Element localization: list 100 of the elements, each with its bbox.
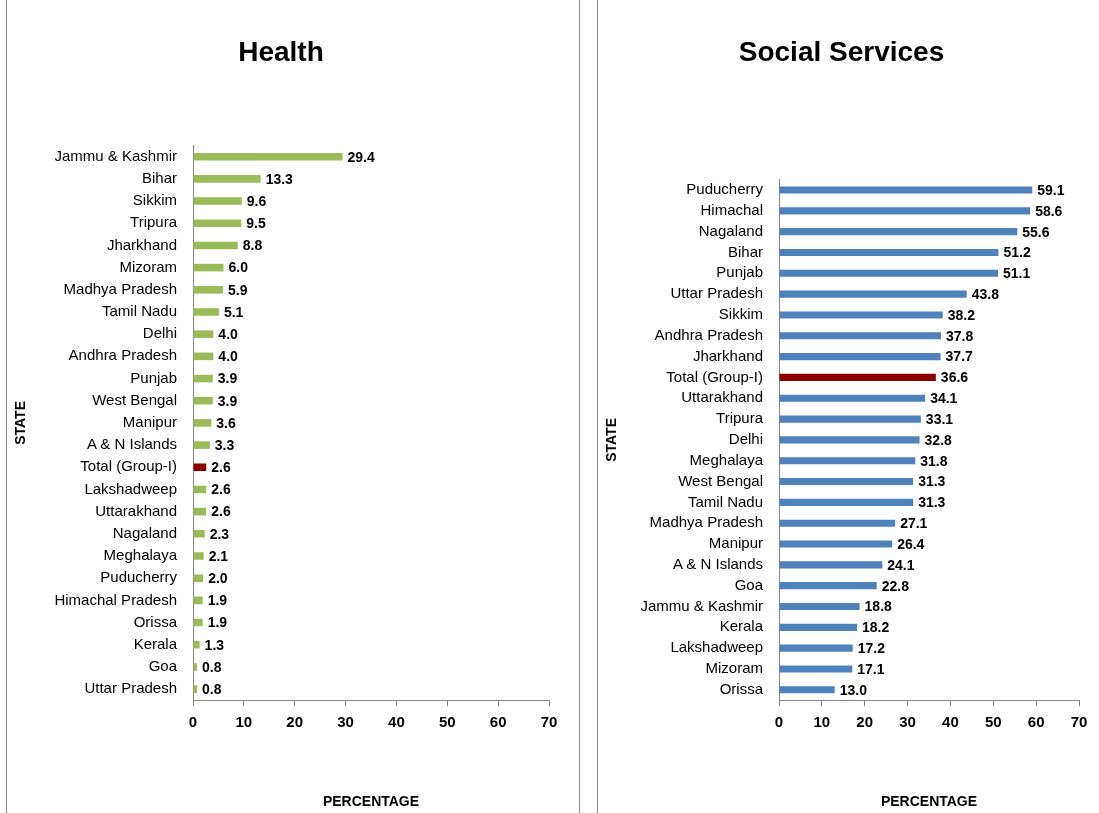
bar bbox=[193, 574, 204, 582]
x-tick-label: 10 bbox=[235, 713, 253, 731]
bar bbox=[779, 332, 941, 340]
y-tick-label: Bihar bbox=[727, 242, 763, 260]
data-label: 2.6 bbox=[211, 481, 231, 498]
bar bbox=[193, 596, 203, 605]
bar bbox=[779, 519, 896, 527]
bar bbox=[779, 561, 883, 569]
y-tick-label: Jharkhand bbox=[106, 235, 177, 253]
y-tick-label: Tripura bbox=[130, 213, 178, 231]
y-tick-label: Punjab bbox=[130, 368, 177, 386]
y-tick-label: Manipur bbox=[708, 534, 763, 552]
bar bbox=[193, 219, 242, 228]
y-tick-label: Uttarakhand bbox=[681, 388, 763, 406]
bar bbox=[779, 436, 920, 444]
y-tick-label: Nagaland bbox=[112, 523, 177, 541]
y-tick-label: Lakshadweep bbox=[84, 479, 177, 497]
bar bbox=[193, 308, 219, 316]
bar bbox=[779, 457, 916, 465]
data-label: 5.9 bbox=[228, 281, 248, 298]
y-axis-title: STATE bbox=[603, 417, 620, 462]
y-tick-label: Jammu & Kashmir bbox=[640, 596, 763, 614]
x-tick-label: 50 bbox=[984, 713, 1002, 731]
x-tick-label: 40 bbox=[388, 713, 405, 731]
y-tick-label: Delhi bbox=[728, 430, 763, 448]
y-tick-label: Lakshadweep bbox=[670, 638, 763, 656]
data-label: 9.5 bbox=[246, 215, 266, 232]
data-label: 43.8 bbox=[971, 285, 1000, 302]
bar bbox=[193, 197, 242, 205]
x-tick-label: 50 bbox=[438, 713, 456, 731]
x-tick-label: 0 bbox=[774, 713, 784, 731]
bar bbox=[779, 394, 926, 402]
x-tick-label: 60 bbox=[489, 713, 507, 731]
data-label: 34.1 bbox=[930, 390, 958, 407]
y-tick-label: Himachal Pradesh bbox=[54, 590, 177, 608]
bar bbox=[779, 602, 860, 611]
bar bbox=[193, 618, 203, 627]
bar bbox=[779, 540, 893, 548]
data-label: 18.8 bbox=[864, 598, 893, 615]
data-label: 2.3 bbox=[209, 525, 230, 542]
data-label: 3.3 bbox=[214, 436, 235, 453]
y-tick-label: Uttarakhand bbox=[95, 501, 177, 519]
x-tick-label: 70 bbox=[540, 713, 558, 731]
bar bbox=[193, 374, 213, 383]
data-label: 22.8 bbox=[881, 577, 910, 594]
x-tick-label: 20 bbox=[856, 713, 874, 731]
y-tick-label: Andhra Pradesh bbox=[68, 346, 177, 364]
data-label: 33.1 bbox=[925, 410, 954, 427]
y-tick-label: Meghalaya bbox=[103, 546, 178, 564]
data-label: 0.8 bbox=[202, 680, 222, 697]
x-tick-label: 70 bbox=[1070, 713, 1088, 731]
x-tick-label: 30 bbox=[899, 713, 916, 731]
data-label: 5.1 bbox=[223, 303, 244, 320]
y-tick-label: Madhya Pradesh bbox=[649, 513, 763, 531]
bar bbox=[779, 186, 1033, 194]
bar bbox=[779, 353, 941, 361]
data-label: 36.6 bbox=[940, 369, 969, 386]
y-tick-label: A & N Islands bbox=[672, 554, 763, 572]
y-tick-label: Bihar bbox=[141, 169, 177, 187]
y-tick-label: Uttar Pradesh bbox=[84, 679, 177, 697]
data-label: 3.9 bbox=[217, 392, 238, 409]
y-tick-label: Goa bbox=[734, 575, 764, 593]
x-axis-title: PERCENTAGE bbox=[322, 793, 420, 810]
bar bbox=[193, 152, 343, 161]
y-axis-title: STATE bbox=[12, 400, 29, 445]
data-label: 29.4 bbox=[347, 148, 375, 165]
bar bbox=[779, 269, 998, 277]
y-tick-label: Madhya Pradesh bbox=[63, 279, 177, 297]
data-label: 1.9 bbox=[207, 592, 228, 609]
data-label: 8.8 bbox=[242, 237, 263, 254]
bar bbox=[779, 415, 921, 423]
y-tick-label: Orissa bbox=[719, 679, 764, 697]
data-label: 0.8 bbox=[202, 658, 222, 675]
y-tick-label: West Bengal bbox=[678, 471, 763, 489]
data-label: 37.8 bbox=[946, 327, 974, 344]
bar bbox=[779, 248, 999, 257]
x-axis-title: PERCENTAGE bbox=[880, 793, 978, 810]
bar bbox=[779, 290, 967, 298]
bar bbox=[779, 228, 1018, 236]
data-label: 18.2 bbox=[862, 619, 890, 636]
y-tick-label: Meghalaya bbox=[689, 450, 764, 468]
data-label: 2.0 bbox=[208, 570, 228, 587]
bar bbox=[193, 175, 261, 183]
bar bbox=[193, 640, 200, 649]
bar bbox=[779, 644, 853, 652]
bar bbox=[193, 396, 213, 405]
y-tick-label: Jammu & Kashmir bbox=[54, 146, 177, 164]
data-label: 9.6 bbox=[246, 192, 267, 209]
x-tick-label: 30 bbox=[337, 713, 354, 731]
data-label: 17.1 bbox=[857, 660, 885, 677]
data-label: 13.0 bbox=[839, 681, 868, 698]
data-label: 26.4 bbox=[897, 535, 925, 552]
y-tick-label: Mizoram bbox=[705, 659, 763, 677]
y-tick-label: Jharkhand bbox=[692, 346, 763, 364]
bar bbox=[779, 498, 914, 506]
y-tick-label: Himachal bbox=[700, 200, 763, 218]
data-label: 32.8 bbox=[924, 431, 953, 448]
y-tick-label: Punjab bbox=[716, 263, 763, 281]
bar bbox=[779, 207, 1031, 215]
bar bbox=[193, 552, 204, 560]
